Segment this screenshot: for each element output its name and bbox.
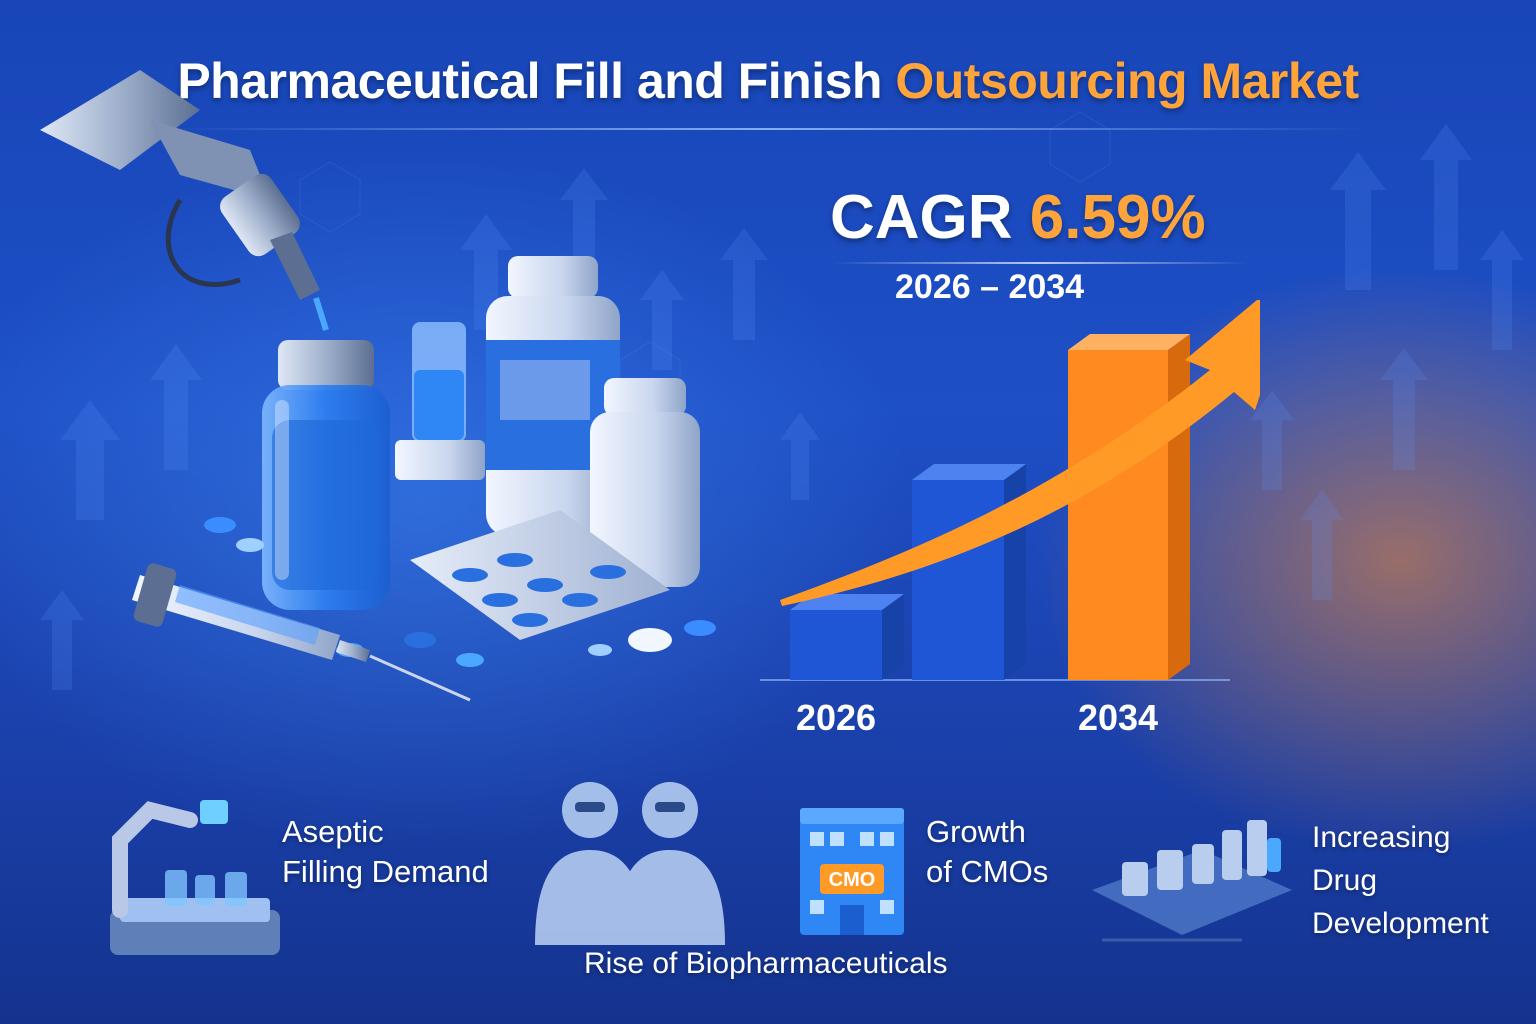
- feature-biopharmaceuticals: Rise of Biopharmaceuticals: [584, 944, 948, 984]
- cagr-label: CAGR: [830, 183, 1030, 252]
- growth-chart: 2026 2034: [760, 300, 1260, 738]
- bar-side: [1168, 334, 1190, 680]
- test-tube-icon: [395, 322, 485, 480]
- title-highlight: Outsourcing Market: [895, 53, 1359, 109]
- feature-line: Aseptic: [282, 814, 384, 849]
- bar: [912, 480, 1004, 680]
- feature-aseptic-filling: Aseptic Filling Demand: [282, 812, 489, 892]
- scientists-icon: [535, 782, 725, 945]
- title-divider: [170, 128, 1370, 130]
- feature-line: Rise of Biopharmaceuticals: [584, 947, 948, 980]
- title-main: Pharmaceutical Fill and Finish: [177, 53, 896, 109]
- feature-line: Drug: [1312, 864, 1378, 897]
- bar: [1068, 350, 1168, 680]
- category-label: 2026: [796, 697, 876, 738]
- small-bottle-icon: [590, 378, 700, 587]
- bar-top: [912, 464, 1026, 480]
- feature-drug-development: Increasing Drug Development: [1312, 816, 1489, 945]
- syringe-icon: [132, 563, 471, 702]
- category-label: 2034: [1078, 697, 1158, 738]
- robot-arm-icon: [40, 70, 329, 331]
- cagr-headline: CAGR 6.59%: [830, 182, 1206, 253]
- vial-icon: [262, 340, 390, 610]
- medicine-bottle-icon: [486, 256, 620, 536]
- forecast-period: 2026 – 2034: [895, 268, 1085, 306]
- page-title: Pharmaceutical Fill and Finish Outsourci…: [0, 52, 1536, 110]
- bar: [790, 610, 882, 680]
- feature-line: Increasing: [1312, 821, 1451, 854]
- robot-filling-icon: [110, 800, 280, 955]
- feature-cmo-growth: Growth of CMOs: [926, 812, 1048, 892]
- feature-line: Development: [1312, 907, 1489, 940]
- feature-line: Filling Demand: [282, 854, 489, 889]
- bar-side: [882, 594, 904, 680]
- lab-equipment-icon: [1092, 820, 1292, 942]
- feature-line: Growth: [926, 814, 1026, 849]
- pharma-products-illustration: [40, 70, 716, 702]
- cagr-divider: [830, 262, 1250, 264]
- cmo-building-icon: CMO: [800, 808, 904, 935]
- blister-pack-icon: [410, 510, 670, 640]
- bar-top: [1068, 334, 1190, 350]
- bar-top: [790, 594, 904, 610]
- cmo-badge: CMO: [829, 869, 876, 891]
- cagr-value: 6.59%: [1029, 183, 1206, 252]
- feature-line: of CMOs: [926, 854, 1049, 889]
